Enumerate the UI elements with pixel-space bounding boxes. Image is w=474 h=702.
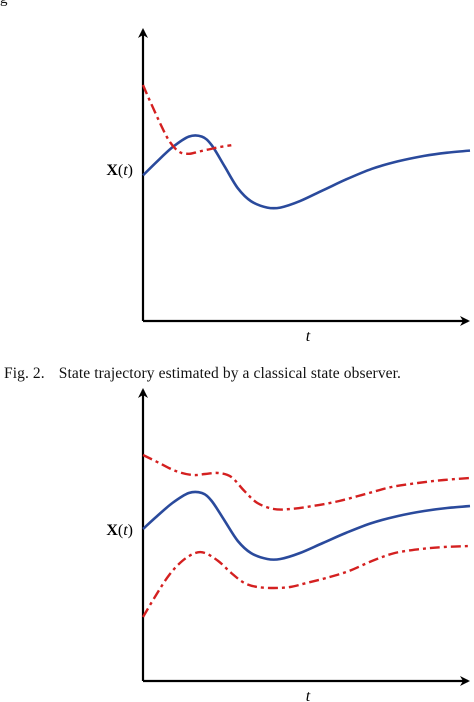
figure-caption: Fig. 2. State trajectory estimated by a c… <box>4 365 474 383</box>
series-line-estimate-1 <box>141 84 232 156</box>
chart-2: X(t) t <box>106 388 471 702</box>
series-line-true-state-1 <box>142 490 471 562</box>
caption-text: State trajectory estimated by a classica… <box>58 365 402 382</box>
series-line-estimate-0 <box>142 453 471 511</box>
chart-1: X(t) t <box>106 28 471 345</box>
caption-label: Fig. 2. <box>4 365 45 382</box>
y-axis-label: X(t) <box>106 522 133 539</box>
series-line-estimate-2 <box>141 544 471 618</box>
x-axis-label: t <box>306 328 311 345</box>
series-line-true-state-0 <box>142 134 471 210</box>
y-axis-label: X(t) <box>106 162 133 179</box>
x-axis-label: t <box>306 688 311 702</box>
caption-fragment-above: g <box>0 0 8 8</box>
